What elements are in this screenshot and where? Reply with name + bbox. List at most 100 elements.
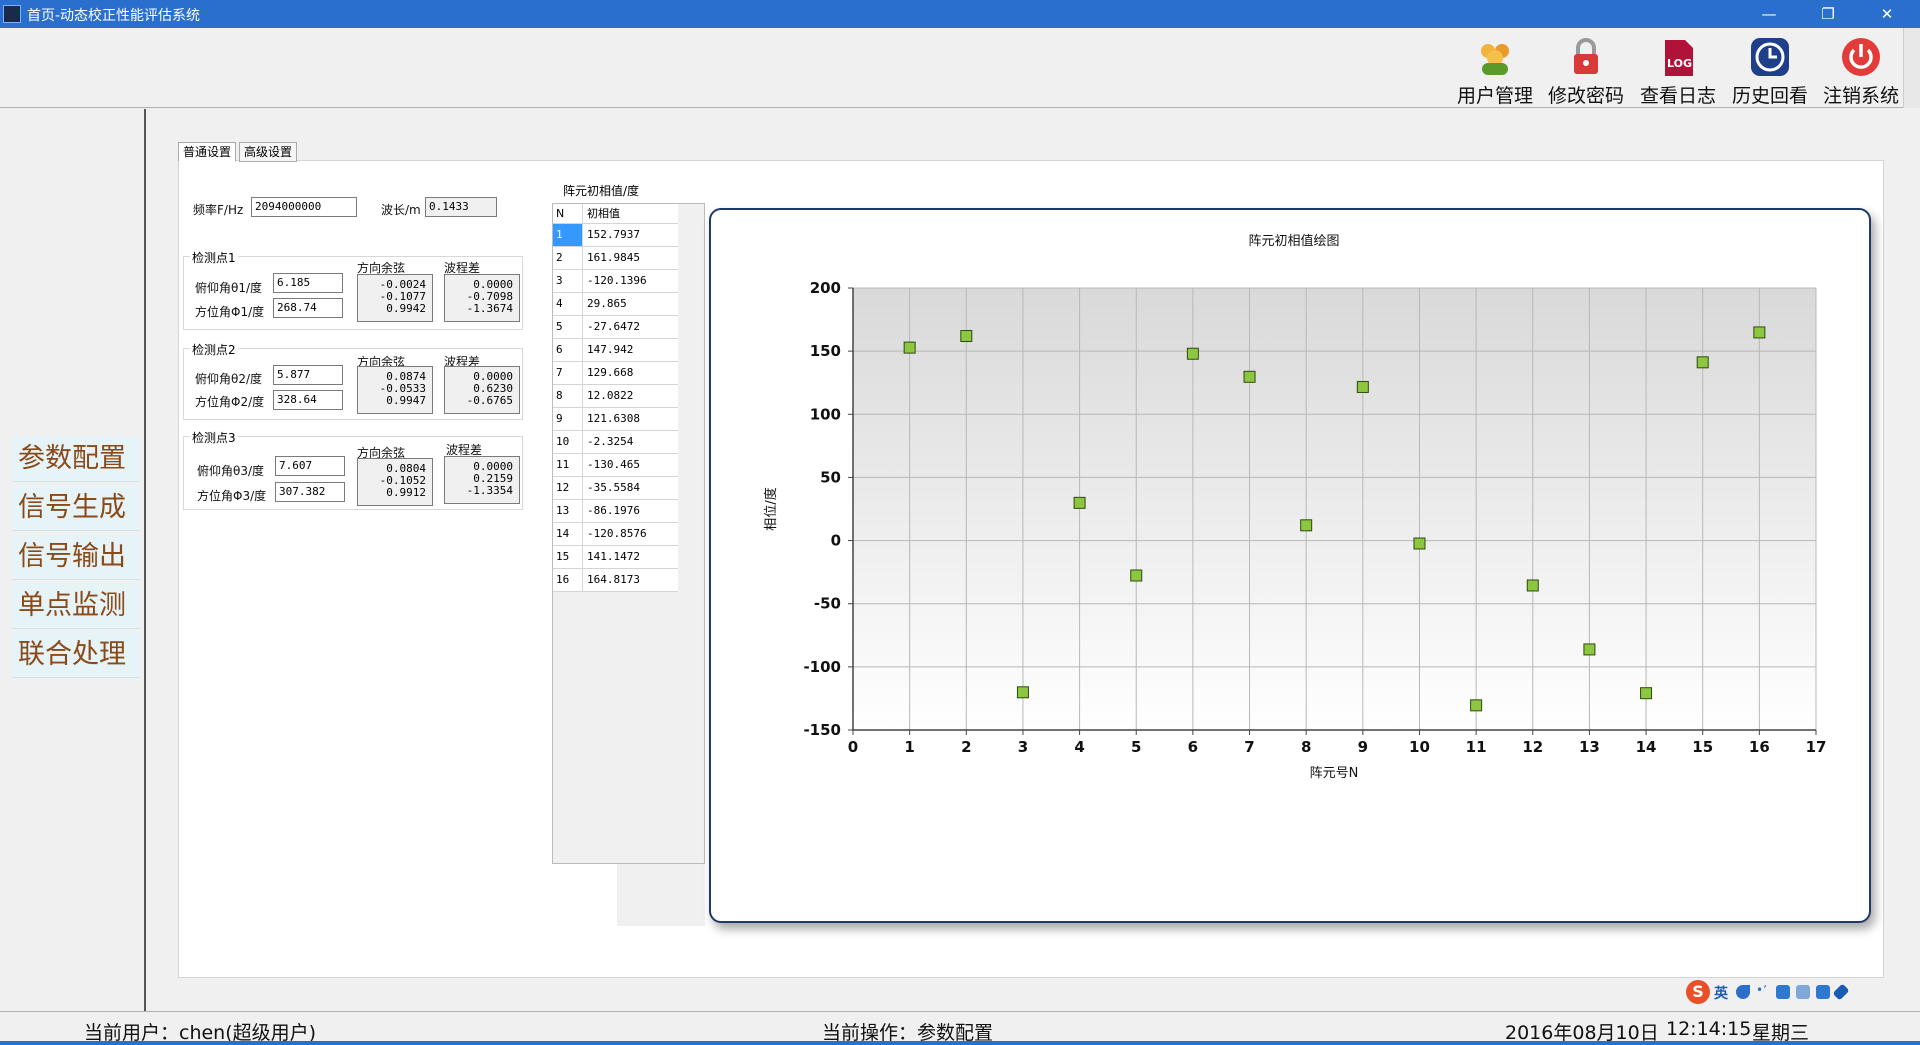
table-row[interactable]: 7 129.668	[553, 362, 678, 385]
table-row[interactable]: 12 -35.5584	[553, 477, 678, 500]
skin-icon[interactable]	[1816, 985, 1830, 999]
row-index[interactable]: 11	[553, 454, 583, 476]
moon-icon[interactable]	[1736, 985, 1750, 999]
row-index[interactable]: 14	[553, 523, 583, 545]
phase-value[interactable]: 152.7937	[587, 228, 640, 241]
phase-value[interactable]: 164.8173	[587, 573, 640, 586]
x-tick-label: 11	[1466, 738, 1487, 756]
user-management-button[interactable]: 用户管理	[1452, 36, 1538, 108]
elevation-input[interactable]: 7.607	[275, 456, 345, 476]
restore-button[interactable]: ❐	[1821, 5, 1835, 23]
elevation-input[interactable]: 6.185	[273, 273, 343, 293]
phase-value[interactable]: -120.1396	[587, 274, 647, 287]
punctuation-icon[interactable]: •ʼ	[1756, 983, 1767, 997]
table-row[interactable]: 4 29.865	[553, 293, 678, 316]
phase-value[interactable]: -130.465	[587, 458, 640, 471]
phase-value[interactable]: 161.9845	[587, 251, 640, 264]
sidebar-item-signal-gen[interactable]: 信号生成	[12, 485, 140, 531]
phase-value[interactable]: -27.6472	[587, 320, 640, 333]
row-index[interactable]: 13	[553, 500, 583, 522]
lock-icon	[1565, 36, 1607, 78]
phase-value[interactable]: -86.1976	[587, 504, 640, 517]
table-row[interactable]: 8 12.0822	[553, 385, 678, 408]
header-scrollbar[interactable]	[1903, 28, 1920, 108]
phase-value[interactable]: 129.668	[587, 366, 634, 379]
freq-input[interactable]: 2094000000	[251, 197, 357, 217]
data-point	[903, 341, 916, 354]
row-index[interactable]: 9	[553, 408, 583, 430]
sidebar-item-signal-out[interactable]: 信号输出	[12, 534, 140, 580]
tab-basic-settings[interactable]: 普通设置	[178, 142, 237, 162]
phase-value[interactable]: -35.5584	[587, 481, 640, 494]
table-row[interactable]: 9 121.6308	[553, 408, 678, 431]
sidebar-item-joint-process[interactable]: 联合处理	[12, 632, 140, 678]
row-index[interactable]: 5	[553, 316, 583, 338]
y-tick-label: 50	[820, 468, 841, 486]
row-index[interactable]: 3	[553, 270, 583, 292]
phase-value[interactable]: 147.942	[587, 343, 634, 356]
sidebar-item-param-config[interactable]: 参数配置	[12, 436, 140, 482]
app-icon	[3, 5, 21, 23]
x-tick-label: 16	[1749, 738, 1770, 756]
ime-language[interactable]: 英	[1714, 986, 1728, 1002]
x-tick-label: 1	[904, 738, 914, 756]
phase-value[interactable]: 141.1472	[587, 550, 640, 563]
row-index[interactable]: 8	[553, 385, 583, 407]
ime-toolbar[interactable]: S 英 •ʼ	[1686, 979, 1876, 1005]
logout-button[interactable]: 注销系统	[1818, 36, 1904, 108]
chart-title: 阵元初相值绘图	[1248, 233, 1339, 249]
phase-value[interactable]: -120.8576	[587, 527, 647, 540]
row-index[interactable]: 7	[553, 362, 583, 384]
row-index[interactable]: 4	[553, 293, 583, 315]
row-index[interactable]: 10	[553, 431, 583, 453]
keyboard-icon[interactable]	[1776, 985, 1790, 999]
change-password-button[interactable]: 修改密码	[1543, 36, 1629, 108]
x-tick-label: 14	[1636, 738, 1657, 756]
azimuth-input[interactable]: 328.64	[273, 390, 343, 410]
history-review-button[interactable]: 历史回看	[1727, 36, 1813, 108]
azimuth-input[interactable]: 268.74	[273, 298, 343, 318]
table-row[interactable]: 13 -86.1976	[553, 500, 678, 523]
table-row[interactable]: 10 -2.3254	[553, 431, 678, 454]
phase-value[interactable]: 29.865	[587, 297, 627, 310]
phase-value[interactable]: 12.0822	[587, 389, 634, 402]
minimize-button[interactable]: —	[1761, 5, 1777, 23]
row-index[interactable]: 16	[553, 569, 583, 591]
y-tick-label: 100	[810, 405, 841, 423]
y-tick-label: 0	[831, 532, 841, 550]
table-row[interactable]: 1 152.7937	[553, 224, 678, 247]
close-button[interactable]: ✕	[1880, 5, 1894, 23]
table-row[interactable]: 6 147.942	[553, 339, 678, 362]
table-row[interactable]: 2 161.9845	[553, 247, 678, 270]
elevation-input[interactable]: 5.877	[273, 365, 343, 385]
table-row[interactable]: 16 164.8173	[553, 569, 678, 592]
path-difference-label: 波程差	[444, 355, 481, 369]
table-row[interactable]: 3 -120.1396	[553, 270, 678, 293]
phase-value[interactable]: 121.6308	[587, 412, 640, 425]
azimuth-label: 方位角Φ2/度	[195, 395, 265, 409]
row-index[interactable]: 15	[553, 546, 583, 568]
log-icon: LOG	[1657, 36, 1699, 78]
phase-value[interactable]: -2.3254	[587, 435, 634, 448]
tab-advanced-settings[interactable]: 高级设置	[239, 142, 298, 162]
row-index[interactable]: 6	[553, 339, 583, 361]
x-tick-label: 10	[1409, 738, 1430, 756]
sidebar-item-single-monitor[interactable]: 单点监测	[12, 583, 140, 629]
data-point	[1640, 687, 1653, 700]
table-row[interactable]: 11 -130.465	[553, 454, 678, 477]
table-row[interactable]: 14 -120.8576	[553, 523, 678, 546]
azimuth-input[interactable]: 307.382	[275, 482, 345, 502]
data-point	[1583, 643, 1596, 656]
path-difference-label: 波程差	[446, 443, 483, 457]
user-icon[interactable]	[1796, 985, 1810, 999]
wrench-icon[interactable]	[1832, 983, 1850, 1001]
phase-chart: 0 1 2 3 4 5 6 7 8 9 10 11 12 13 14 15 16 17 -150 -100 -50 0 50…	[709, 208, 1871, 923]
row-index[interactable]: 1	[553, 224, 583, 246]
x-tick-label: 13	[1579, 738, 1600, 756]
view-log-button[interactable]: LOG 查看日志	[1635, 36, 1721, 108]
data-point	[960, 330, 973, 343]
row-index[interactable]: 2	[553, 247, 583, 269]
table-row[interactable]: 5 -27.6472	[553, 316, 678, 339]
row-index[interactable]: 12	[553, 477, 583, 499]
table-row[interactable]: 15 141.1472	[553, 546, 678, 569]
